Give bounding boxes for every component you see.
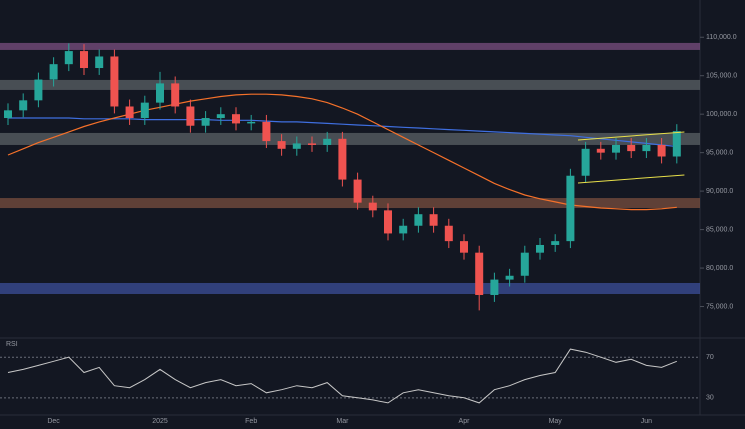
candle-body xyxy=(232,114,240,124)
candle-body xyxy=(156,83,164,103)
candle-body xyxy=(247,121,256,124)
candle-body xyxy=(19,100,28,111)
candle-body xyxy=(80,51,88,69)
channel-line xyxy=(577,174,685,184)
channel-line xyxy=(577,131,685,141)
rsi-label: RSI xyxy=(6,341,18,348)
candle-body xyxy=(444,225,453,242)
candle-body xyxy=(368,202,377,211)
candle-body xyxy=(536,244,544,253)
candle-body xyxy=(140,102,149,119)
candle-body xyxy=(262,121,271,142)
zone xyxy=(0,198,700,209)
candle-body xyxy=(460,241,468,253)
zone xyxy=(0,79,700,90)
candle-body xyxy=(490,279,499,295)
candle-body xyxy=(627,144,636,152)
candle-body xyxy=(566,175,575,242)
moving-average xyxy=(7,93,677,211)
moving-average xyxy=(8,117,677,148)
candle-body xyxy=(672,131,681,157)
y-tick-label: 105,000.0 xyxy=(706,73,737,80)
candle-body xyxy=(308,143,316,145)
y-tick-label: 110,000.0 xyxy=(706,34,737,41)
x-tick-label: Feb xyxy=(245,418,257,425)
candle-body xyxy=(125,106,134,119)
candle-body xyxy=(338,138,347,180)
candle-body xyxy=(505,275,514,280)
candle-body xyxy=(353,179,362,203)
candle-body xyxy=(657,144,666,157)
rsi-level-label: 30 xyxy=(706,395,714,402)
candle-body xyxy=(612,144,620,153)
candle-body xyxy=(581,148,590,176)
candle-body xyxy=(171,83,180,107)
candle-body xyxy=(49,64,58,80)
y-tick-label: 80,000.0 xyxy=(706,265,733,272)
rsi-level-label: 70 xyxy=(706,354,714,361)
candle-body xyxy=(642,144,651,152)
zone xyxy=(0,282,700,294)
rsi-line xyxy=(7,348,677,404)
x-tick-label: 2025 xyxy=(152,418,168,425)
candle-body xyxy=(34,79,43,101)
y-tick-label: 85,000.0 xyxy=(706,226,733,233)
zone xyxy=(0,42,700,50)
candle-body xyxy=(277,141,286,149)
y-tick-label: 75,000.0 xyxy=(706,303,733,310)
candle-body xyxy=(384,210,392,234)
candle-body xyxy=(596,148,605,153)
candle-body xyxy=(292,143,301,149)
x-tick-label: Jun xyxy=(641,418,652,425)
candle-body xyxy=(186,106,195,126)
candle-body xyxy=(429,214,438,226)
y-tick-label: 90,000.0 xyxy=(706,188,733,195)
candle-body xyxy=(216,114,225,119)
candle-body xyxy=(520,252,529,276)
x-tick-label: May xyxy=(549,418,563,425)
x-tick-label: Mar xyxy=(336,418,349,425)
zone xyxy=(0,132,700,145)
x-tick-label: Dec xyxy=(47,418,60,425)
candle-body xyxy=(4,110,12,119)
x-tick-label: Apr xyxy=(459,418,471,425)
y-tick-label: 95,000.0 xyxy=(706,149,733,156)
candle-body xyxy=(475,252,484,295)
candle-body xyxy=(414,214,423,226)
candle-body xyxy=(110,56,119,107)
candle-body xyxy=(95,56,104,69)
candle-body xyxy=(323,138,332,145)
candle-body xyxy=(201,118,210,126)
candle-body xyxy=(399,225,408,234)
candle-body xyxy=(64,51,73,65)
y-tick-label: 100,000.0 xyxy=(706,111,737,118)
candle-body xyxy=(551,241,560,245)
